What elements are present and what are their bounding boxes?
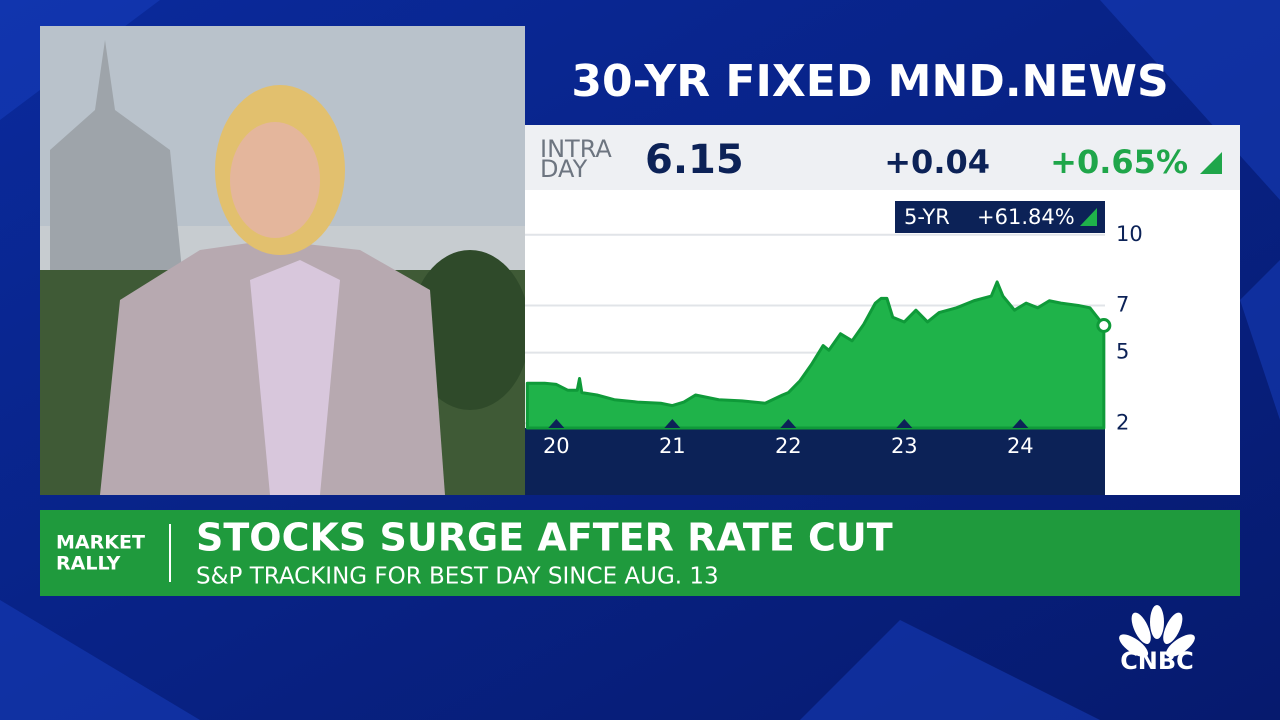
x-tick-label: 24 [1007,434,1034,458]
period-arrow [1080,208,1097,226]
change-arrow [1200,152,1222,174]
x-tick-label: 22 [775,434,802,458]
logo-peacock [1119,605,1195,658]
x-tick-label: 20 [543,434,570,458]
x-tick-mark [664,419,681,428]
y-tick-label: 5 [1116,340,1129,364]
video-feed [40,26,530,495]
y-axis-band [1105,190,1240,495]
chart-title: 30-YR FIXED MND.NEWS [571,56,1168,107]
logo: CNBC [1120,647,1194,675]
quote-label: DAY [540,155,588,183]
x-tick-mark [548,419,565,428]
quote-header [525,125,1240,190]
plot: 10 7 5 2 20 21 22 23 24 [525,222,1143,458]
y-tick-label: 2 [1116,410,1129,434]
x-axis-band [525,428,1105,495]
subhead: S&P TRACKING FOR BEST DAY SINCE AUG. 13 [196,564,719,590]
period-box [895,201,1105,233]
period-change: +61.84% [977,205,1075,229]
change-pct: +0.65% [1050,143,1188,181]
banner-tag: MARKET [56,532,145,554]
change: +0.04 [884,143,990,181]
x-tick-mark [896,419,913,428]
area [525,280,1106,430]
last-value: 6.15 [645,137,744,183]
x-tick-label: 21 [659,434,686,458]
period: 5-YR [904,205,950,229]
x-tick-label: 23 [891,434,918,458]
headline: STOCKS SURGE AFTER RATE CUT [196,516,893,560]
y-tick-label: 10 [1116,222,1143,246]
last-point [1096,317,1112,333]
banner [40,510,1240,596]
y-tick-label: 7 [1116,292,1129,316]
quote-label: INTRA [540,135,612,163]
banner-tag: RALLY [56,553,121,575]
x-tick-mark [1012,419,1029,428]
x-tick-mark [780,419,797,428]
